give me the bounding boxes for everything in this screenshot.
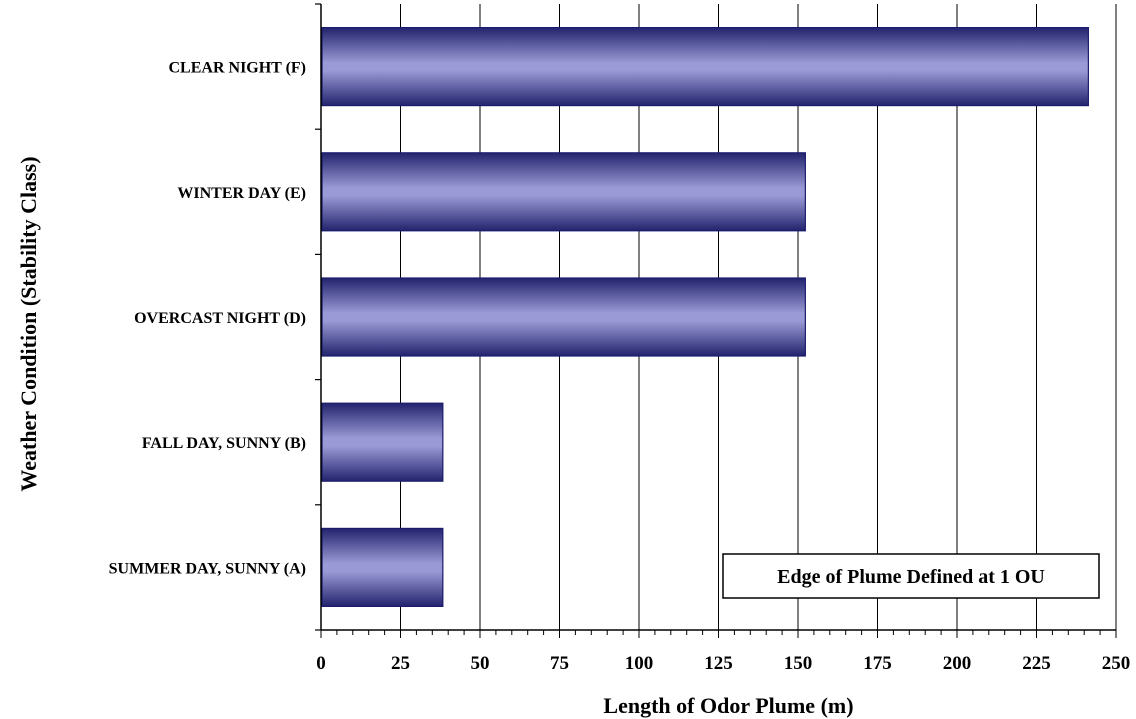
x-axis-title: Length of Odor Plume (m) (603, 693, 853, 718)
x-tick-label: 0 (316, 653, 326, 674)
x-tick-label: 250 (1102, 653, 1131, 674)
bars (321, 27, 1089, 608)
bar (321, 152, 806, 232)
annotation-box: Edge of Plume Defined at 1 OU (722, 553, 1100, 599)
x-tick-label: 225 (1022, 653, 1051, 674)
annotation-text: Edge of Plume Defined at 1 OU (777, 566, 1045, 588)
bar (321, 402, 444, 482)
x-tick-label: 150 (784, 653, 813, 674)
x-tick-label: 125 (704, 653, 733, 674)
x-tick-label: 175 (863, 653, 892, 674)
x-tick-label: 25 (391, 653, 410, 674)
category-label: CLEAR NIGHT (F) (169, 60, 307, 77)
bar (321, 277, 806, 357)
category-label: SUMMER DAY, SUNNY (A) (109, 560, 306, 577)
category-label: FALL DAY, SUNNY (B) (142, 435, 306, 452)
bar (321, 27, 1089, 107)
axes (315, 3, 1117, 638)
bar (321, 527, 444, 608)
category-label: OVERCAST NIGHT (D) (134, 310, 306, 327)
x-tick-label: 200 (943, 653, 972, 674)
y-axis-title: Weather Condition (Stability Class) (16, 156, 41, 491)
x-tick-label: 50 (471, 653, 490, 674)
category-label: WINTER DAY (E) (177, 185, 306, 202)
x-tick-label: 75 (550, 653, 569, 674)
x-tick-label: 100 (625, 653, 654, 674)
category-labels: CLEAR NIGHT (F) WINTER DAY (E) OVERCAST NI… (109, 60, 306, 578)
x-tick-labels: 0 25 50 75 100 125 150 175 200 225 250 (316, 653, 1130, 674)
annotation-border (722, 553, 1100, 599)
